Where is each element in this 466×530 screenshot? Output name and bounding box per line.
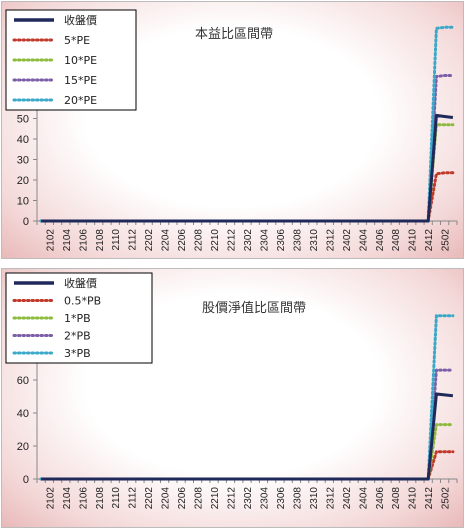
y-tick-label: 20: [17, 441, 29, 453]
series-line-0.5*PB: [39, 450, 455, 481]
x-tick-label: 2306: [276, 487, 287, 510]
x-tick-label: 2110: [111, 229, 122, 251]
x-tick-label: 2204: [161, 487, 172, 510]
x-tick-label: 2206: [177, 487, 188, 510]
x-tick-label: 2402: [342, 487, 353, 510]
x-tick-label: 2408: [391, 229, 402, 252]
x-tick-label: 2302: [243, 229, 254, 252]
x-tick-label: 2410: [408, 487, 419, 510]
x-tick-label: 2308: [292, 229, 303, 252]
x-tick-label: 2208: [194, 487, 205, 510]
x-tick-label: 2108: [95, 229, 106, 252]
legend-label: 15*PE: [64, 74, 97, 87]
y-tick-label: 50: [17, 114, 29, 126]
series-line-2*PB: [39, 368, 455, 481]
x-tick-label: 2206: [177, 229, 188, 252]
x-tick-label: 2210: [210, 487, 221, 510]
x-tick-label: 2402: [342, 229, 353, 252]
x-tick-label: 2406: [375, 487, 386, 510]
series-line-1*PB: [39, 423, 455, 481]
legend: 收盤價 5*PE 10*PE 15*PE 20*PE: [5, 9, 137, 111]
legend-label: 2*PB: [64, 330, 91, 343]
y-tick-label: 0: [23, 474, 29, 486]
pb-band-chart: 0204060801001202102210421062108211021122…: [5, 272, 458, 510]
x-tick-label: 2404: [358, 229, 369, 252]
y-tick-label: 40: [17, 408, 29, 420]
x-tick-label: 2112: [128, 229, 139, 251]
x-tick-label: 2104: [62, 487, 73, 510]
x-tick-label: 2202: [144, 229, 155, 252]
x-tick-label: 2410: [408, 229, 419, 252]
legend-label: 1*PB: [64, 312, 91, 325]
x-tick-label: 2106: [78, 229, 89, 252]
x-tick-label: 2310: [309, 487, 320, 510]
legend-label: 5*PE: [64, 34, 90, 47]
x-tick-label: 2302: [243, 487, 254, 510]
x-tick-label: 2304: [259, 229, 270, 252]
y-tick-label: 0: [23, 216, 29, 228]
x-tick-label: 2406: [375, 229, 386, 252]
x-tick-label: 2112: [128, 487, 139, 509]
x-tick-label: 2412: [424, 487, 435, 510]
x-tick-label: 2104: [62, 229, 73, 252]
x-tick-label: 2412: [424, 229, 435, 252]
x-tick-label: 2312: [325, 229, 336, 252]
legend-label: 20*PE: [64, 94, 97, 107]
x-tick-label: 2108: [95, 487, 106, 510]
series-line-收盤價: [41, 113, 454, 223]
x-tick-label: 2210: [210, 229, 221, 252]
legend-label: 10*PE: [64, 54, 97, 67]
x-tick-label: 2102: [45, 487, 56, 510]
x-tick-label: 2502: [441, 487, 452, 510]
x-tick-label: 2312: [325, 487, 336, 510]
x-tick-label: 2408: [391, 487, 402, 510]
x-tick-label: 2212: [227, 487, 238, 510]
legend-label: 3*PB: [64, 347, 91, 360]
legend-label: 0.5*PB: [64, 295, 101, 308]
y-tick-label: 60: [17, 375, 29, 387]
x-tick-label: 2502: [441, 229, 452, 252]
x-tick-label: 2310: [309, 229, 320, 252]
x-tick-label: 2212: [227, 229, 238, 252]
x-tick-label: 2308: [292, 487, 303, 510]
x-tick-label: 2304: [259, 487, 270, 510]
legend-label: 收盤價: [64, 276, 97, 290]
x-tick-label: 2404: [358, 487, 369, 510]
series-line-10*PE: [39, 123, 455, 223]
x-tick-label: 2106: [78, 487, 89, 510]
pe-band-chart-panel: 0102030405060708090100210221042106210821…: [1, 1, 464, 259]
legend: 收盤價 0.5*PB 1*PB 2*PB 3*PB: [5, 272, 153, 364]
x-tick-label: 2202: [144, 487, 155, 510]
pb-band-chart-panel: 0204060801001202102210421062108211021122…: [1, 268, 464, 528]
y-tick-label: 40: [17, 134, 29, 146]
y-tick-label: 20: [17, 175, 29, 187]
y-tick-label: 30: [17, 155, 29, 167]
x-tick-label: 2208: [194, 229, 205, 252]
x-tick-label: 2306: [276, 229, 287, 252]
chart-title: 股價淨值比區間帶: [202, 300, 306, 316]
y-tick-label: 10: [17, 196, 29, 208]
series-line-5*PE: [39, 171, 455, 223]
x-tick-label: 2102: [45, 229, 56, 252]
x-tick-label: 2110: [111, 487, 122, 509]
series-line-收盤價: [41, 392, 454, 481]
chart-title: 本益比區間帶: [195, 27, 273, 42]
pe-band-chart: 0102030405060708090100210221042106210821…: [5, 9, 458, 252]
legend-label: 收盤價: [64, 13, 97, 27]
x-tick-label: 2204: [161, 229, 172, 252]
